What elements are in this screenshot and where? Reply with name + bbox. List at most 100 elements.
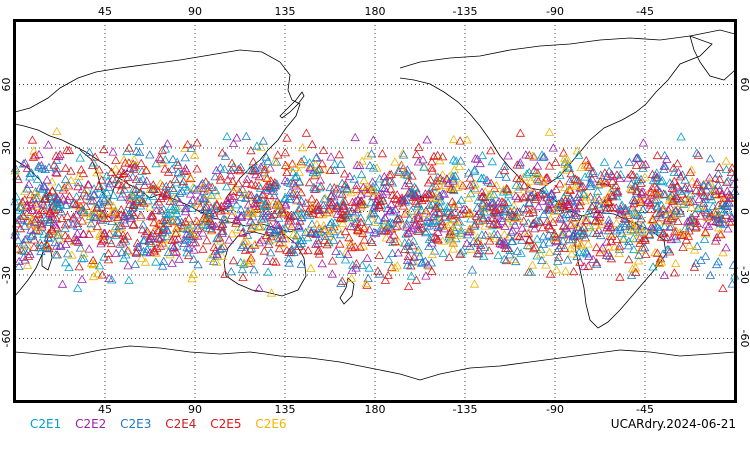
- obs-marker-c2e4: [726, 167, 737, 176]
- obs-marker-c2e6: [524, 182, 534, 191]
- obs-marker-c2e3: [414, 251, 425, 261]
- obs-marker-c2e6: [676, 198, 686, 207]
- obs-marker-c2e2: [685, 215, 695, 224]
- obs-marker-c2e1: [111, 175, 122, 184]
- obs-marker-c2e3: [249, 265, 259, 274]
- obs-marker-c2e3: [388, 207, 399, 216]
- obs-marker-c2e2: [162, 139, 173, 148]
- obs-marker-c2e5: [658, 228, 668, 237]
- coastline-new-zealand: [339, 277, 355, 305]
- obs-marker-c2e2: [232, 133, 242, 142]
- obs-marker-c2e4: [512, 207, 523, 216]
- obs-marker-c2e4: [116, 220, 127, 229]
- obs-marker-c2e6: [489, 233, 499, 242]
- obs-marker-c2e3: [522, 240, 533, 249]
- obs-marker-c2e3: [301, 227, 311, 236]
- obs-marker-c2e6: [288, 229, 299, 238]
- obs-marker-c2e3: [713, 169, 723, 178]
- obs-marker-c2e1: [288, 167, 298, 177]
- obs-marker-c2e5: [447, 210, 457, 219]
- obs-marker-c2e5: [13, 174, 23, 183]
- obs-marker-c2e2: [570, 208, 580, 217]
- obs-marker-c2e1: [516, 248, 526, 257]
- obs-marker-c2e5: [645, 198, 655, 207]
- obs-marker-c2e6: [145, 202, 155, 211]
- obs-marker-c2e5: [555, 179, 565, 188]
- obs-marker-c2e5: [131, 247, 141, 257]
- obs-marker-c2e2: [402, 255, 413, 264]
- obs-marker-c2e1: [222, 131, 232, 141]
- obs-marker-c2e6: [67, 250, 77, 259]
- obs-marker-c2e5: [131, 184, 141, 193]
- obs-marker-c2e4: [248, 157, 258, 166]
- obs-marker-c2e6: [684, 240, 694, 250]
- obs-marker-c2e3: [652, 201, 662, 211]
- obs-marker-c2e1: [478, 200, 488, 209]
- obs-marker-c2e4: [245, 244, 255, 253]
- obs-marker-c2e5: [541, 173, 551, 182]
- obs-marker-c2e3: [28, 230, 38, 239]
- obs-marker-c2e4: [318, 145, 329, 154]
- obs-marker-c2e2: [721, 243, 731, 252]
- lat-tick-left-4: -60: [0, 330, 13, 348]
- obs-marker-c2e4: [74, 262, 84, 271]
- obs-marker-c2e1: [665, 178, 675, 187]
- obs-marker-c2e1: [107, 275, 117, 284]
- obs-marker-c2e6: [631, 234, 641, 243]
- obs-marker-c2e6: [367, 192, 378, 201]
- obs-marker-c2e2: [591, 209, 602, 218]
- obs-marker-c2e1: [444, 203, 454, 212]
- obs-marker-c2e1: [479, 207, 490, 216]
- obs-marker-c2e2: [704, 221, 714, 230]
- obs-marker-c2e6: [152, 220, 162, 229]
- obs-marker-c2e4: [575, 201, 585, 210]
- obs-marker-c2e2: [145, 211, 156, 220]
- obs-marker-c2e1: [408, 236, 419, 245]
- obs-marker-c2e2: [532, 161, 543, 170]
- obs-marker-c2e5: [356, 217, 366, 226]
- obs-marker-c2e2: [619, 213, 630, 222]
- obs-marker-c2e4: [478, 191, 488, 200]
- obs-marker-c2e4: [314, 164, 325, 173]
- obs-marker-c2e4: [119, 234, 129, 243]
- obs-marker-c2e2: [413, 210, 424, 219]
- obs-marker-c2e1: [102, 188, 112, 197]
- obs-marker-c2e2: [650, 195, 660, 204]
- obs-marker-c2e2: [104, 273, 114, 282]
- obs-marker-c2e6: [447, 228, 457, 237]
- obs-marker-c2e6: [562, 154, 572, 163]
- obs-marker-c2e2: [180, 163, 191, 173]
- obs-marker-c2e2: [666, 234, 677, 244]
- obs-marker-c2e1: [259, 201, 269, 210]
- obs-marker-c2e5: [103, 255, 114, 264]
- obs-marker-c2e1: [228, 162, 239, 171]
- obs-marker-c2e4: [611, 180, 621, 190]
- obs-marker-c2e2: [491, 205, 501, 214]
- obs-marker-c2e2: [418, 155, 428, 164]
- obs-marker-c2e6: [640, 172, 650, 181]
- obs-marker-c2e6: [576, 162, 586, 171]
- obs-marker-c2e4: [23, 207, 33, 216]
- obs-marker-c2e3: [134, 147, 145, 156]
- obs-marker-c2e6: [294, 167, 304, 176]
- obs-marker-c2e4: [313, 201, 324, 210]
- obs-marker-c2e5: [429, 151, 439, 160]
- obs-marker-c2e1: [722, 205, 732, 214]
- obs-marker-c2e3: [199, 186, 209, 195]
- obs-marker-c2e6: [513, 213, 524, 222]
- obs-marker-c2e2: [123, 261, 133, 270]
- obs-marker-c2e6: [184, 221, 194, 230]
- obs-marker-c2e1: [440, 212, 450, 221]
- obs-marker-c2e6: [580, 160, 590, 169]
- obs-marker-c2e3: [171, 193, 182, 202]
- lat-tick-left-2: 0: [0, 208, 13, 215]
- obs-marker-c2e1: [294, 177, 304, 186]
- obs-marker-c2e1: [630, 208, 640, 217]
- obs-marker-c2e3: [342, 183, 352, 192]
- obs-marker-c2e2: [727, 213, 737, 222]
- obs-marker-c2e6: [62, 181, 72, 190]
- obs-marker-c2e6: [599, 195, 609, 204]
- obs-marker-c2e3: [675, 208, 686, 217]
- obs-marker-c2e4: [626, 169, 636, 178]
- legend-item-c2e2: C2E2: [75, 417, 107, 431]
